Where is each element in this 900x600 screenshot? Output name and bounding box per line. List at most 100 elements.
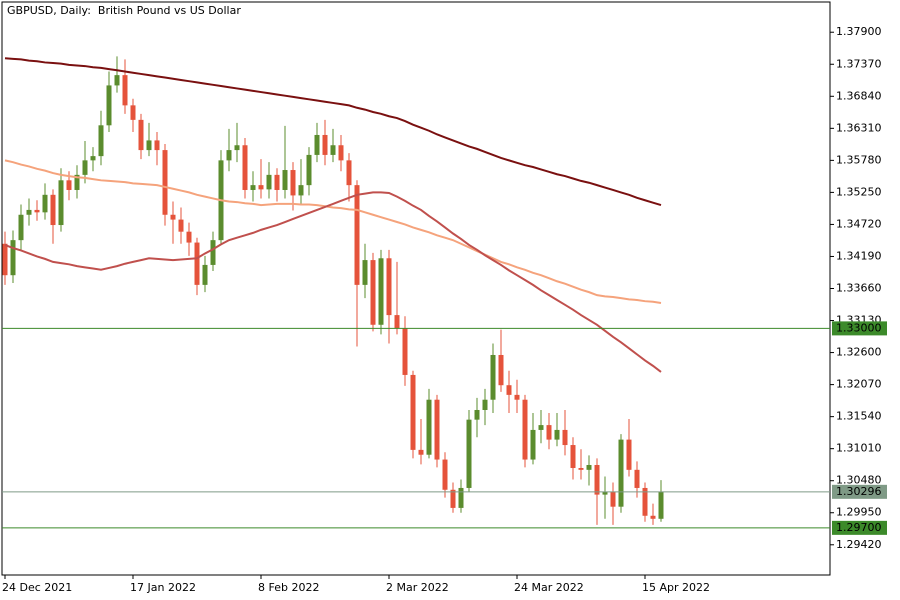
y-tick-label: 1.36840 [836,89,882,102]
level-label-box [832,520,887,535]
candle-body [154,140,160,151]
y-tick-label: 1.32600 [836,346,882,359]
candle-body [602,491,608,495]
candle-body [394,315,400,329]
level-label: 1.33000 [836,321,882,334]
x-tick-label: 24 Dec 2021 [2,581,72,594]
candle-body [538,425,544,430]
candle-body [378,258,384,325]
candle-body [274,174,280,190]
candle-body [498,354,504,386]
candle-body [10,240,16,276]
candle-body [578,468,584,470]
y-tick-label: 1.34190 [836,249,882,262]
candle-body [26,209,32,215]
y-tick-label: 1.31010 [836,442,882,455]
candle-body [314,134,320,155]
candle-body [474,409,480,420]
x-tick-label: 24 Mar 2022 [514,581,584,594]
candle-body [130,105,136,120]
candle-body [626,439,632,470]
candle-body [450,489,456,508]
candle-body [58,180,64,226]
y-tick-label: 1.34720 [836,217,882,230]
candle-body [178,219,184,232]
candle-body [306,154,312,186]
x-tick-label: 2 Mar 2022 [386,581,449,594]
candle-body [106,85,112,126]
candle-body [42,194,48,213]
candle-body [146,140,152,151]
moving-average [4,57,662,207]
y-tick-label: 1.36310 [836,121,882,134]
y-tick-label: 1.35250 [836,185,882,198]
candle-body [34,209,40,213]
candle-body [418,449,424,455]
candle-body [330,145,336,155]
candle-body [282,170,288,190]
candle-body [522,399,528,460]
candle-body [18,214,24,241]
candle-body [194,242,200,285]
candle-body [458,487,464,508]
x-tick-label: 15 Apr 2022 [642,581,710,594]
candle-body [346,160,352,186]
candle-body [266,174,272,190]
candle-body [426,399,432,455]
y-tick-label: 1.37900 [836,25,882,38]
candle-body [242,145,248,190]
candle-body [514,394,520,400]
candle-body [410,374,416,450]
level-label-box [832,321,887,336]
candle-body [650,515,656,519]
candle-body [290,170,296,196]
candle-body [610,491,616,507]
level-label: 1.30296 [836,485,882,498]
candle-body [434,399,440,460]
candle-body [530,429,536,460]
plot-frame [1,1,831,576]
candle-body [226,150,232,161]
candle-body [642,487,648,516]
candle-body [138,119,144,151]
candle-body [354,185,360,285]
level-label-box [832,484,887,499]
candle-body [370,260,376,325]
candle-body [202,264,208,285]
candle-body [122,75,128,106]
candle-body [234,145,240,151]
candle-body [562,429,568,446]
y-tick-label: 1.32070 [836,378,882,391]
candle-body [250,185,256,190]
candle-body [170,214,176,220]
candle-body [162,150,168,215]
candle-body [2,243,8,276]
candle-body [442,459,448,490]
candle-body [362,260,368,285]
candle-body [322,134,328,155]
candle-body [186,231,192,243]
candle-body [586,464,592,470]
candle-body [634,469,640,488]
candle-body [482,399,488,410]
candle-body [98,125,104,157]
candle-body [66,180,72,190]
y-tick-label: 1.35780 [836,153,882,166]
moving-average [4,191,662,373]
candle-body [490,354,496,400]
candle-body [386,258,392,316]
candle-body [298,185,304,196]
candle-body [338,145,344,161]
moving-average [4,159,662,304]
candle-body [258,185,264,190]
candle-body [90,156,96,161]
candle-body [554,429,560,440]
y-tick-label: 1.37370 [836,57,882,70]
candle-body [74,174,80,190]
y-tick-label: 1.30480 [836,474,882,487]
candle-body [466,419,472,488]
y-tick-label: 1.31540 [836,410,882,423]
candle-body [210,240,216,265]
candle-body [82,160,88,175]
